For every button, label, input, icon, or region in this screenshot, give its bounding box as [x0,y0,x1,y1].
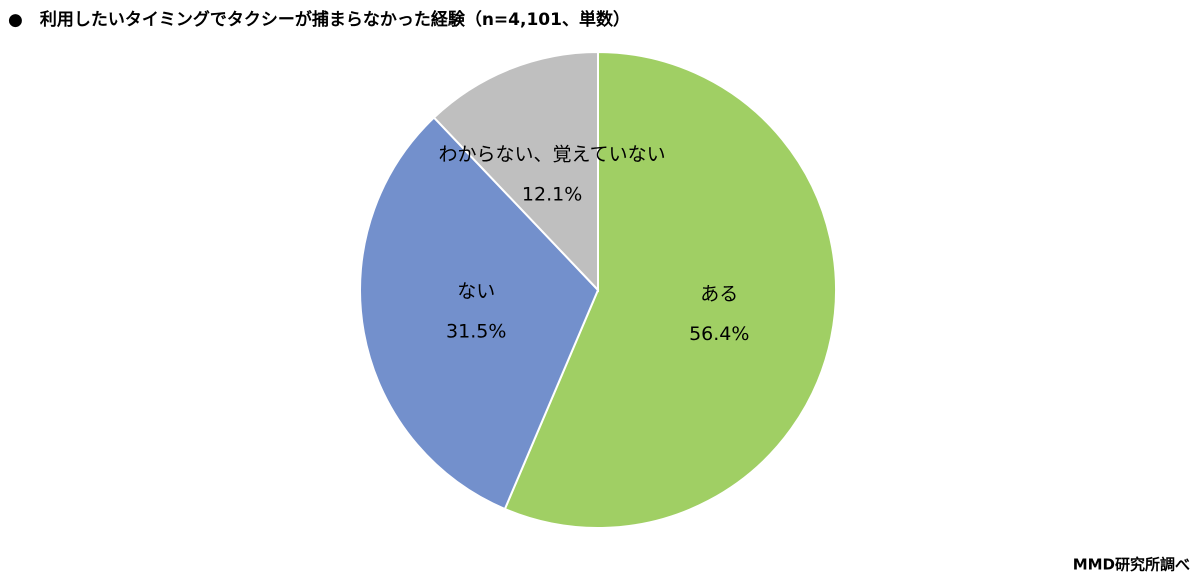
slice-value-label: 31.5% [446,321,506,343]
slice-value-label: 12.1% [522,184,582,206]
slice-value-label: 56.4% [689,323,749,345]
pie-slice [359,116,600,511]
slice-name: ある [700,283,738,305]
source-note: MMD研究所調べ [1073,556,1190,574]
pie-slice [432,50,599,293]
slice-name: わからない、覚えていない [439,144,666,166]
chart-title: ● 利用したいタイミングでタクシーが捕まらなかった経験（n=4,101、単数） [8,9,630,30]
pie-slice [503,50,837,529]
slice-name: ない [457,281,495,303]
